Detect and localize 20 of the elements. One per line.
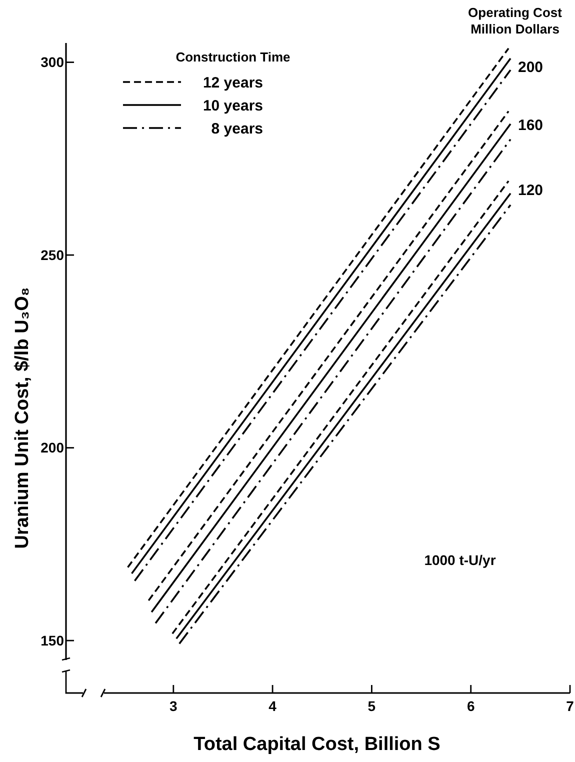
text: Operating Cost Million Dollars	[468, 5, 563, 36]
annotation: 1000 t-U/yr	[424, 552, 496, 568]
legend-label: 10 years	[202, 97, 263, 114]
y-axis-title: Uranium Unit Cost, $/lb U₃O₈	[12, 287, 33, 549]
annotation: 200	[518, 59, 544, 76]
y-tick-label: 300	[40, 54, 64, 70]
annotation: 160	[518, 117, 544, 134]
y-tick-label: 150	[40, 632, 64, 648]
x-tick-label: 3	[170, 698, 178, 714]
y-tick-label: 250	[40, 246, 64, 263]
x-axis-title: Total Capital Cost, Billion S	[194, 734, 440, 755]
x-tick-label: 7	[566, 698, 574, 714]
annotation: 120	[518, 182, 544, 199]
legend-title: Construction Time	[176, 50, 290, 65]
x-tick-label: 4	[268, 698, 277, 714]
x-tick-label: 5	[368, 698, 376, 714]
legend-label: 8 years	[211, 120, 263, 138]
y-tick-label: 200	[40, 440, 64, 456]
x-tick-label: 6	[466, 698, 475, 714]
legend-label: 12 years	[202, 74, 263, 92]
